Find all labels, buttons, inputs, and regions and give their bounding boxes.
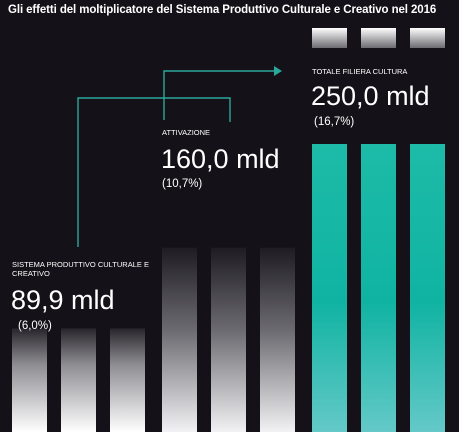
bar-attivazione-3 — [260, 247, 295, 432]
value-totale: 250,0 mld — [311, 81, 430, 111]
value-attivazione: 160,0 mld — [161, 144, 280, 174]
bar-sistema-2 — [61, 328, 96, 432]
bars-group — [12, 28, 445, 432]
bar-totale-cap-2 — [361, 28, 396, 48]
share-attivazione: (10,7%) — [162, 178, 203, 190]
bar-attivazione-1 — [162, 247, 197, 432]
arrowhead-icon — [274, 66, 282, 76]
label-sistema: SISTEMA PRODUTTIVO CULTURALE E CREATIVO — [12, 260, 149, 278]
share-totale: (16,7%) — [314, 116, 355, 128]
bar-sistema-3 — [110, 328, 145, 432]
connector-sistema-to-attivazione — [77, 97, 231, 247]
bar-totale-2 — [361, 144, 396, 432]
bar-attivazione-2 — [211, 247, 246, 432]
bar-totale-cap-3 — [410, 28, 445, 48]
connector-arrows — [77, 66, 282, 247]
bar-totale-1 — [312, 144, 347, 432]
bar-sistema-1 — [12, 328, 47, 432]
label-totale: TOTALE FILIERA CULTURA — [312, 67, 408, 76]
label-attivazione: ATTIVAZIONE — [162, 128, 211, 137]
chart-title: Gli effetti del moltiplicatore del Siste… — [8, 4, 437, 16]
bar-totale-cap-1 — [312, 28, 347, 48]
share-sistema: (6,0%) — [18, 320, 52, 332]
value-sistema: 89,9 mld — [11, 285, 115, 315]
bar-totale-3 — [410, 144, 445, 432]
connector-attivazione-to-totale — [163, 70, 274, 120]
